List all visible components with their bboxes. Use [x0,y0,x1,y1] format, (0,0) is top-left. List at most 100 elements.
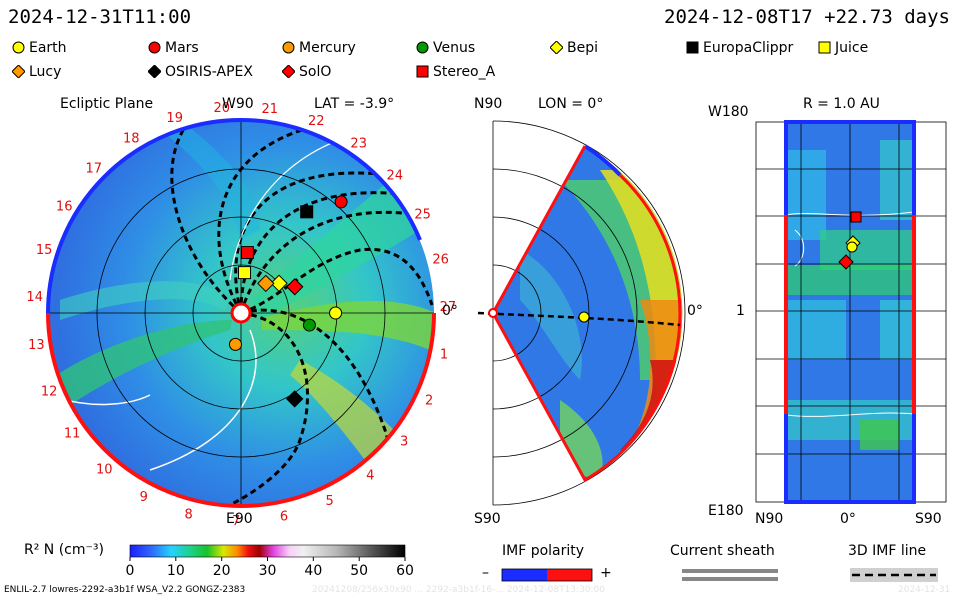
polarity-plus: + [600,565,612,581]
legend-item-solo: SolO [281,64,332,80]
legend-item-stereo-a: Stereo_A [416,64,495,80]
colorbar-tick-label: 40 [304,563,323,579]
carrington-label: 1 [440,348,448,363]
legend-label: Stereo_A [433,64,496,80]
legend-label: OSIRIS-APEX [165,64,253,80]
colorbar-strip [129,544,406,558]
carrington-label: 9 [140,490,148,505]
legend-label: Lucy [29,64,62,80]
carrington-label: 10 [96,462,113,477]
carrington-label: 4 [366,469,374,484]
circle-marker-icon [12,40,25,56]
legend-label: Earth [29,40,67,56]
legend-label: SolO [299,64,332,80]
colorbar-ticks [129,557,406,561]
square-marker-icon [818,40,831,56]
carrington-label: 18 [123,132,140,147]
sphere-bottom-left-label: E180 [708,503,744,519]
carrington-label: 24 [387,169,404,184]
carrington-label: 21 [262,102,279,117]
meridional-imf-line [477,311,681,327]
square-marker-icon [416,64,429,80]
carrington-label: 27 [440,300,457,315]
polarity-pos-swatch [547,569,592,581]
legend-label: Mars [165,40,199,56]
meridional-panel [477,120,686,506]
body-solo [286,278,304,296]
ecliptic-title: Ecliptic Plane [60,96,154,112]
colorbar-tick-label: 30 [258,563,277,579]
imf3d-label: 3D IMF line [848,543,927,559]
body-venus [302,318,316,332]
carrington-label: 12 [41,385,58,400]
footer-right: 2024-12-31 [898,585,951,595]
meridional-bottom-label: S90 [474,511,501,527]
sun-marker [230,302,252,324]
legend-item-earth: Earth [12,40,67,56]
carrington-label: 3 [400,434,408,449]
legend-label: Mercury [299,40,356,56]
legend-item-mercury: Mercury [282,40,356,56]
legend-item-venus: Venus [416,40,475,56]
colorbar-tick-label: 10 [166,563,185,579]
carrington-label: 20 [214,101,231,116]
body-stereo-a [240,246,254,260]
legend-item-osiris-apex: OSIRIS-APEX [147,64,253,80]
colorbar-tick-label: 20 [212,563,231,579]
sheath-line-2 [682,577,778,581]
body-osiris-apex [285,390,304,408]
header-left-time: 2024-12-31T11:00 [8,6,192,28]
sheath-line-1 [682,569,778,573]
carrington-label: 11 [64,427,81,442]
header-right-time: 2024-12-08T17 +22.73 days [664,6,950,28]
colorbar-tick-label: 60 [396,563,414,579]
carrington-label: 16 [56,199,73,214]
carrington-label: 6 [280,510,288,525]
diamond-marker-icon [147,64,162,80]
carrington-label: 19 [166,111,183,126]
body-bepi [270,274,288,293]
footer-faint: 20241208/256x30x90 ... 2292-a3b1f-16-...… [312,585,606,595]
carrington-label: 5 [325,494,333,509]
body-earth [329,306,343,320]
circle-marker-icon [282,40,295,56]
carrington-label: 8 [184,507,192,522]
sphere-x-right: S90 [915,511,942,527]
body-mars [334,195,348,209]
circle-marker-icon [416,40,429,56]
carrington-label: 2 [425,393,433,408]
sphere-stereo-a [850,211,862,223]
meridional-polarity-pos [491,145,682,483]
diamond-marker-icon [549,40,564,56]
sphere-solo [838,254,854,270]
diamond-marker-icon [281,64,296,80]
ecliptic-bottom-label: E90 [226,511,253,527]
sphere-panel [755,120,947,504]
polarity-neg-swatch [502,569,547,581]
carrington-label: 26 [432,252,449,267]
meridional-sun [488,308,498,318]
body-mercury [228,337,242,351]
meridional-top-label: N90 [474,96,503,112]
carrington-label: 13 [28,338,45,353]
carrington-label: 22 [308,114,325,129]
legend-item-juice: Juice [818,40,868,56]
ecliptic-right-label: 0° [442,303,458,319]
ecliptic-top-label: W90 [222,96,254,112]
ecliptic-polarity-ring-pos [46,312,436,509]
sphere-mid-left-label: 1 [736,303,745,319]
carrington-label: 25 [414,208,431,223]
body-europaclippr [300,205,314,219]
legend-item-lucy: Lucy [11,64,62,80]
carrington-label: 15 [36,243,53,258]
legend-item-mars: Mars [148,40,199,56]
legend-label: Juice [835,40,869,56]
body-juice [238,266,252,280]
carrington-label: 17 [86,162,103,177]
sphere-top-left-label: W180 [708,104,749,120]
colorbar-tick-label: 50 [350,563,369,579]
footer-left: ENLIL-2.7 lowres-2292-a3b1f WSA_V2.2 GON… [4,585,246,595]
legend-item-bepi: Bepi [549,40,598,56]
